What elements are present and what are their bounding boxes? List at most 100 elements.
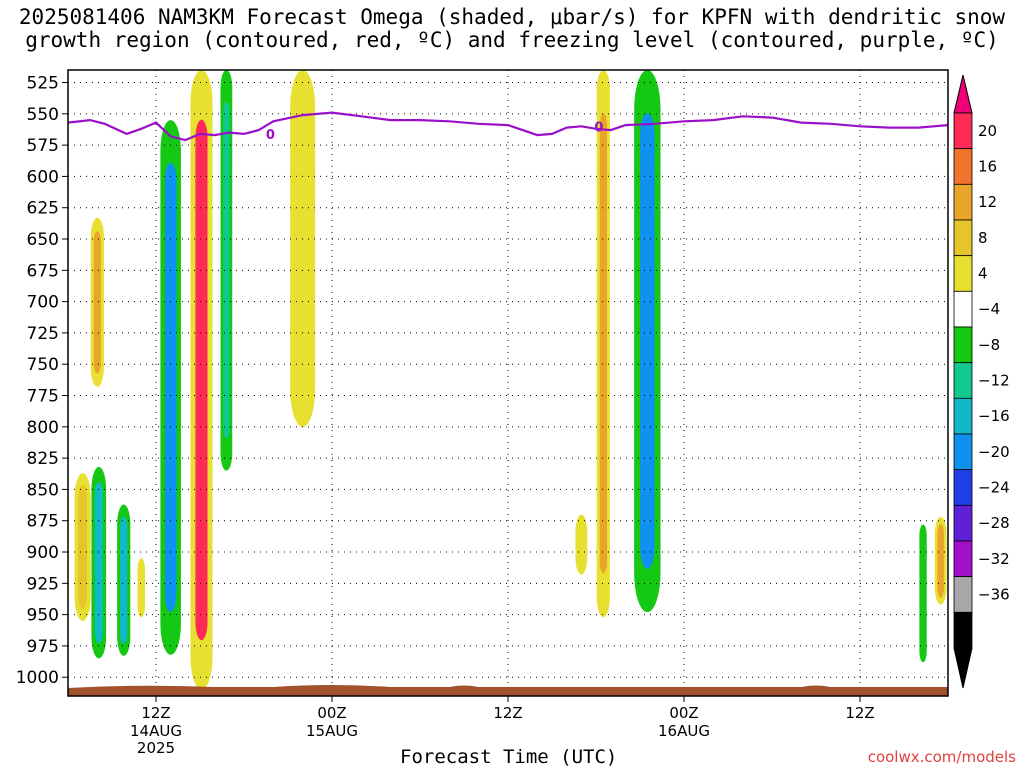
colorbar-label: −20 xyxy=(978,443,1010,461)
colorbar-swatch xyxy=(953,326,973,364)
colorbar-label: 20 xyxy=(978,122,997,140)
y-tick-label: 875 xyxy=(27,512,59,532)
omega-region-core xyxy=(295,98,310,399)
freezing-level-label: 0 xyxy=(266,128,275,143)
y-tick-label: 600 xyxy=(27,167,59,187)
y-tick-label: 1000 xyxy=(16,668,59,688)
y-tick-label: 850 xyxy=(27,480,59,500)
colorbar-label: −16 xyxy=(978,407,1010,425)
colorbar-label: 12 xyxy=(978,193,997,211)
y-tick-label: 775 xyxy=(27,387,59,407)
x-tick-sublabel: 16AUG xyxy=(658,722,710,740)
x-tick-label: 12Z xyxy=(141,704,170,722)
colorbar-bottom-arrow xyxy=(953,647,973,689)
y-tick-label: 625 xyxy=(27,199,59,219)
y-tick-label: 950 xyxy=(27,606,59,626)
omega-region-core xyxy=(93,231,101,374)
x-tick-label: 12Z xyxy=(493,704,522,722)
colorbar-label: 8 xyxy=(978,229,988,247)
title-line-1: 2025081406 NAM3KM Forecast Omega (shaded… xyxy=(18,5,1006,29)
colorbar-label: −8 xyxy=(978,336,1000,354)
colorbar-label: −24 xyxy=(978,479,1010,497)
colorbar-label: −28 xyxy=(978,514,1010,532)
y-tick-label: 675 xyxy=(27,261,59,281)
colorbar-label: −4 xyxy=(978,300,1000,318)
colorbar-swatch xyxy=(953,219,973,257)
terrain-band xyxy=(68,685,948,696)
y-tick-label: 800 xyxy=(27,418,59,438)
colorbar-swatch xyxy=(953,433,973,471)
colorbar-swatch xyxy=(953,290,973,328)
y-tick-label: 650 xyxy=(27,230,59,250)
y-tick-label: 975 xyxy=(27,637,59,657)
omega-region xyxy=(190,70,213,690)
omega-region-core xyxy=(94,482,103,644)
colorbar-label: 16 xyxy=(978,158,997,176)
omega-region xyxy=(74,473,91,621)
colorbar-label: −36 xyxy=(978,586,1010,604)
grid-lines xyxy=(68,70,948,696)
omega-region xyxy=(160,120,181,655)
omega-region-core xyxy=(78,484,88,610)
omega-region xyxy=(90,217,104,387)
freezing-level-line xyxy=(67,111,949,142)
x-tick-sublabel: 2025 xyxy=(137,739,175,757)
omega-region xyxy=(137,558,145,618)
colorbar-top-arrow xyxy=(953,74,973,114)
freezing-level-label: 0 xyxy=(594,120,603,135)
freezing-level-contour: 00 xyxy=(67,111,949,143)
omega-region-core xyxy=(921,535,926,652)
terrain-fill xyxy=(68,685,948,696)
y-tick-label: 550 xyxy=(27,105,59,125)
colorbar-swatch xyxy=(953,183,973,221)
colorbar-label: −12 xyxy=(978,372,1010,390)
omega-region xyxy=(117,504,131,656)
y-tick-label: 925 xyxy=(27,574,59,594)
colorbar-swatch xyxy=(953,112,973,150)
omega-region-core xyxy=(165,162,177,612)
omega-region xyxy=(91,466,107,659)
omega-region-core xyxy=(139,562,144,613)
omega-region xyxy=(596,70,610,618)
x-axis-title: Forecast Time (UTC) xyxy=(400,746,618,768)
colorbar-swatch xyxy=(953,504,973,542)
x-tick-label: 00Z xyxy=(669,704,698,722)
omega-region-core xyxy=(578,519,585,570)
colorbar-swatch xyxy=(953,362,973,399)
title-line-2: growth region (contoured, red, ºC) and f… xyxy=(25,28,999,52)
y-axis: 525 550 575 600 625 650 675 700 725 750 775 800 825 8… xyxy=(16,74,68,688)
omega-region-core xyxy=(120,516,128,644)
y-tick-label: 700 xyxy=(27,293,59,313)
omega-region xyxy=(919,524,927,663)
site-credit: coolwx.com/models xyxy=(867,748,1016,766)
omega-region xyxy=(290,70,316,427)
omega-region-core xyxy=(599,113,607,574)
colorbar-swatch xyxy=(953,576,973,613)
y-tick-label: 575 xyxy=(27,136,59,156)
colorbar-swatch xyxy=(953,611,973,649)
colorbar-swatch xyxy=(953,255,973,292)
omega-region-core xyxy=(937,523,944,598)
colorbar-label: −32 xyxy=(978,550,1010,568)
colorbar-swatch xyxy=(953,469,973,506)
colorbar-swatch xyxy=(953,540,973,578)
chart-title: 2025081406 NAM3KM Forecast Omega (shaded… xyxy=(0,6,1024,52)
omega-region xyxy=(934,516,947,605)
y-tick-label: 900 xyxy=(27,543,59,563)
omega-region-core xyxy=(223,102,230,439)
y-tick-label: 525 xyxy=(27,74,59,94)
colorbar-label: 4 xyxy=(978,265,988,283)
y-tick-label: 825 xyxy=(27,449,59,469)
omega-region-core xyxy=(195,119,208,641)
omega-region-core xyxy=(640,113,655,569)
y-tick-label: 725 xyxy=(27,324,59,344)
omega-region xyxy=(575,514,588,575)
colorbar-swatch xyxy=(953,148,973,185)
x-tick-label: 12Z xyxy=(845,704,874,722)
colorbar-swatch xyxy=(953,397,973,435)
omega-region xyxy=(634,70,661,613)
x-tick-sublabel: 15AUG xyxy=(306,722,358,740)
x-tick-sublabel: 14AUG xyxy=(130,722,182,740)
